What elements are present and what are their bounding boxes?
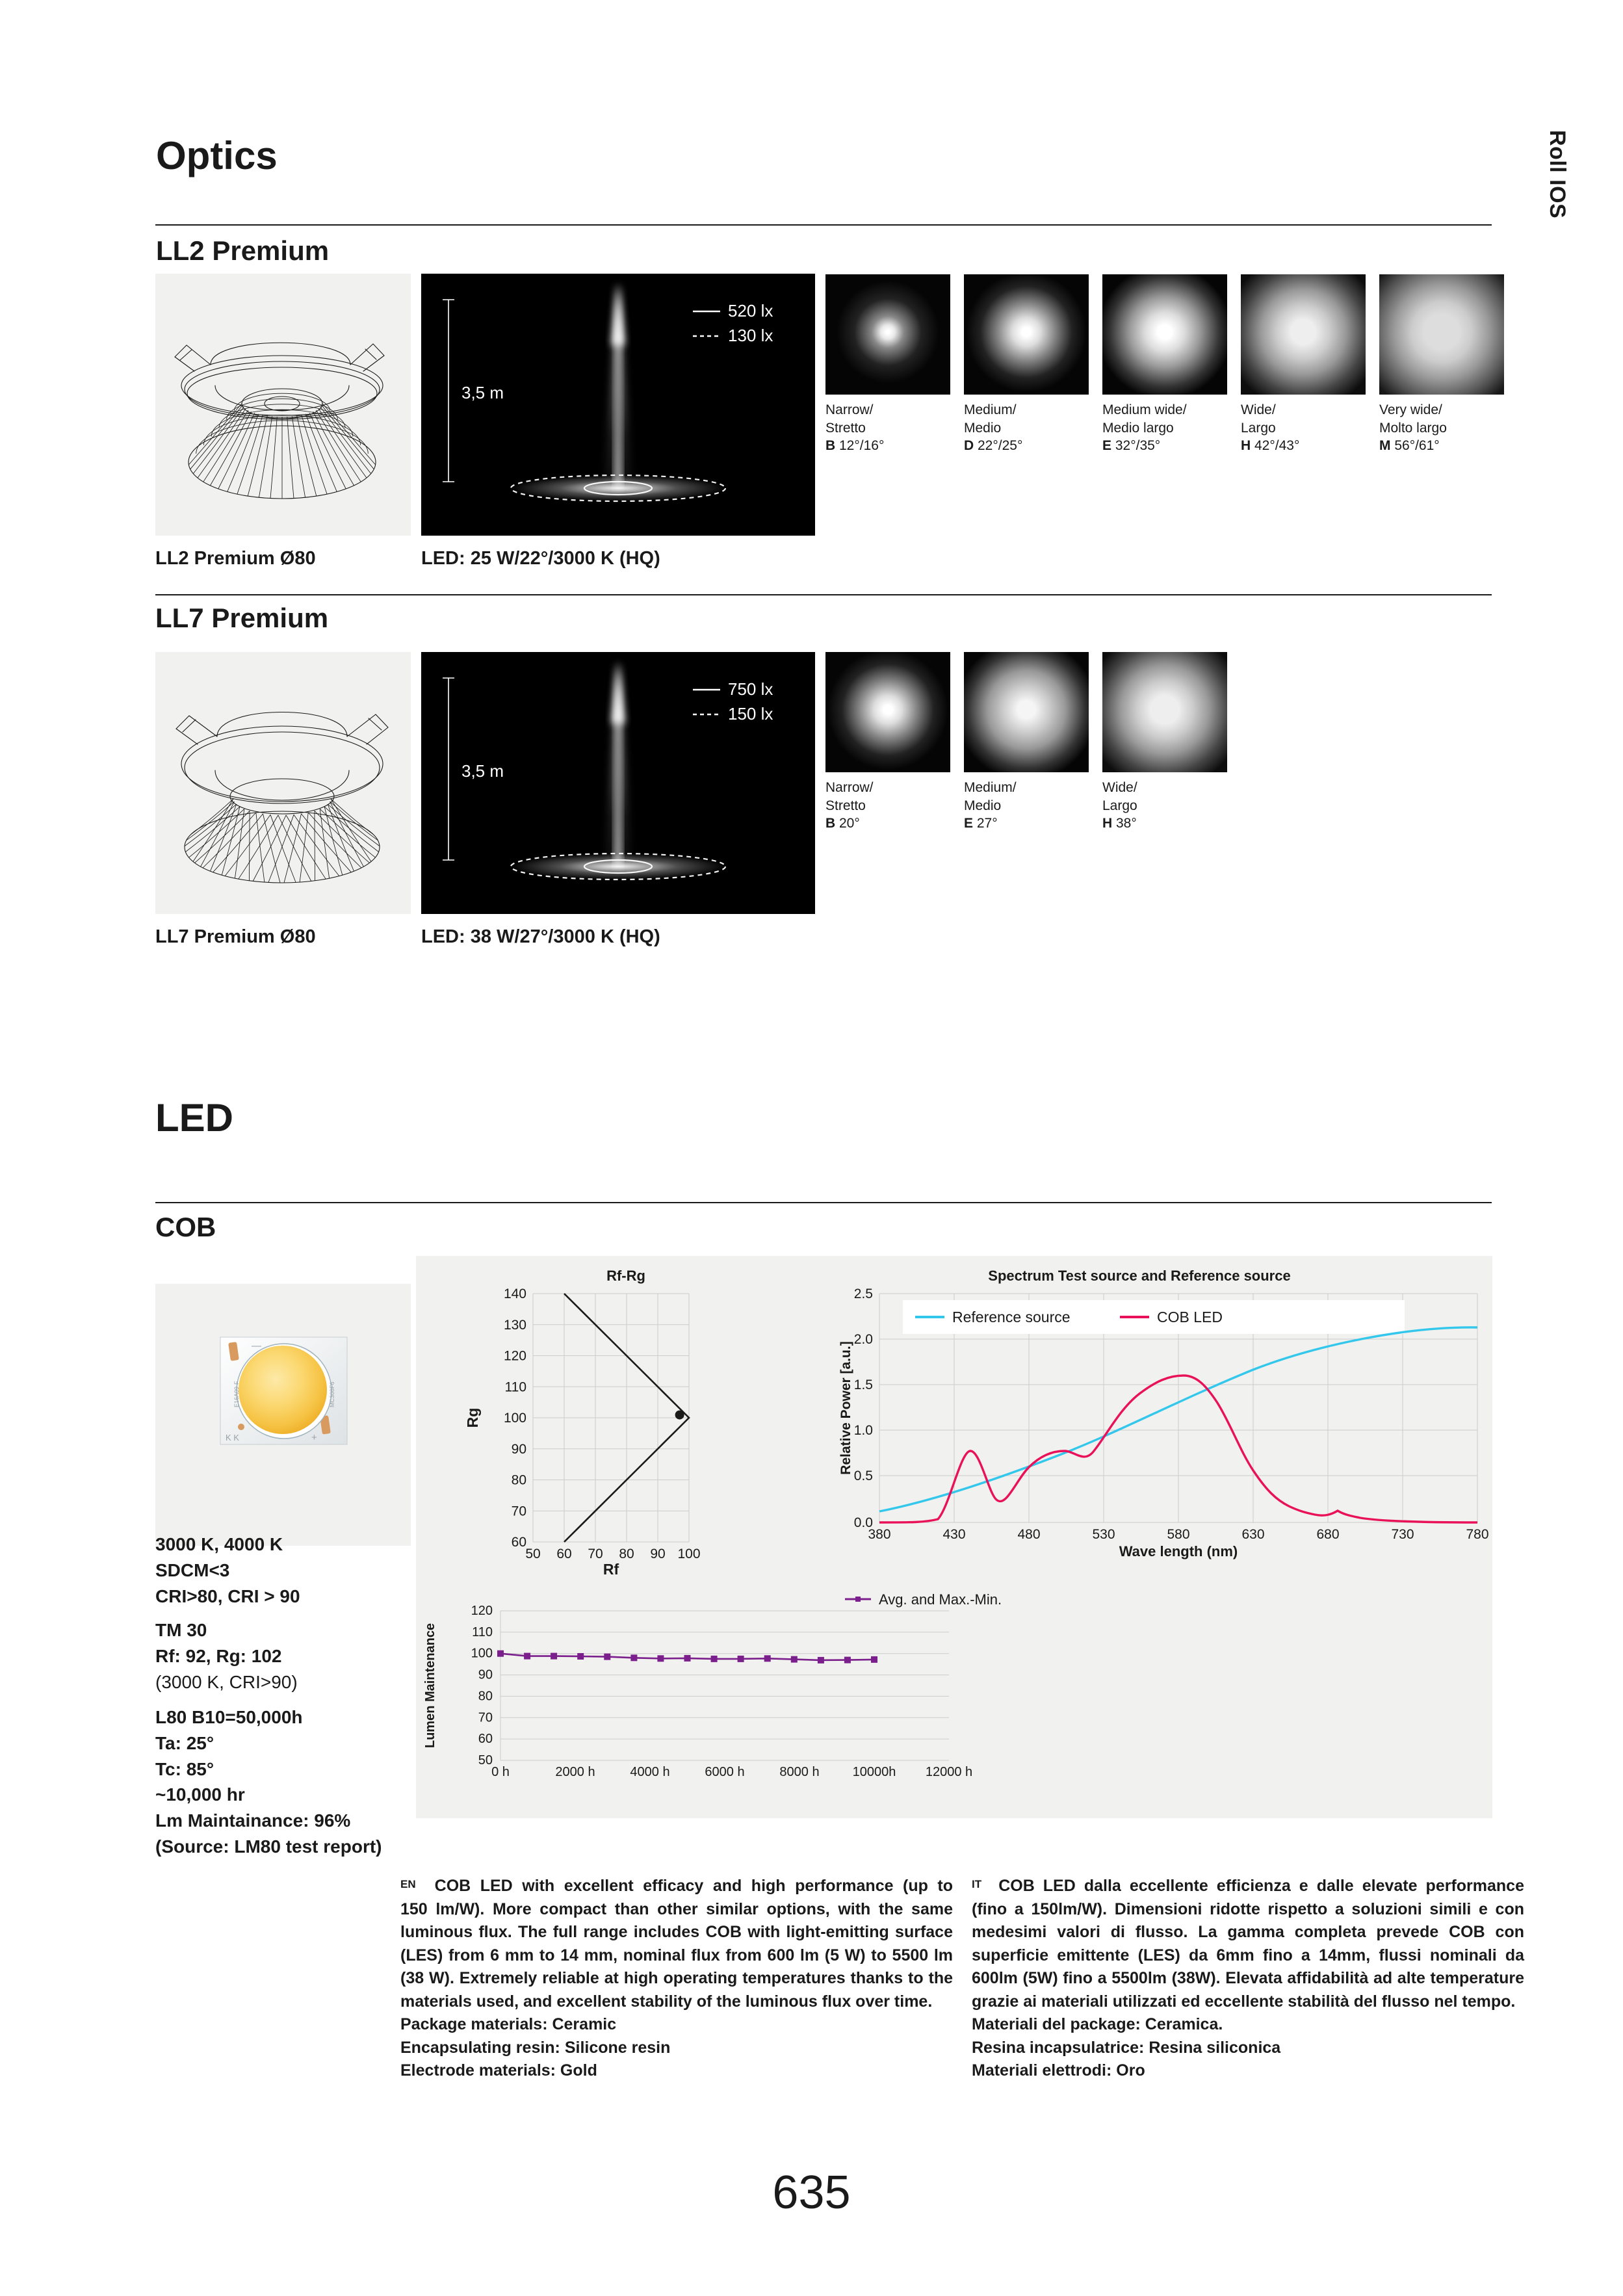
svg-text:120: 120 [471,1604,493,1618]
svg-text:70: 70 [478,1710,493,1725]
svg-text:60: 60 [556,1546,571,1561]
svg-text:100: 100 [471,1647,493,1661]
svg-text:Reference source: Reference source [952,1309,1071,1325]
svg-text:Wave length (nm): Wave length (nm) [1119,1543,1238,1559]
svg-text:430: 430 [942,1527,965,1542]
svg-text:80: 80 [512,1473,526,1488]
svg-text:Spectrum Test source and Refer: Spectrum Test source and Reference sourc… [988,1268,1290,1284]
svg-text:110: 110 [472,1625,493,1639]
svg-text:E16A09-F: E16A09-F [233,1381,240,1407]
svg-text:580: 580 [1167,1527,1189,1542]
svg-text:2.0: 2.0 [854,1332,873,1347]
svg-text:70: 70 [588,1546,603,1561]
svg-text:Rg: Rg [464,1408,481,1428]
svg-text:750 lx: 750 lx [728,679,773,699]
svg-text:MC308F6: MC308F6 [329,1381,335,1407]
svg-text:2000 h: 2000 h [555,1765,595,1779]
svg-text:380: 380 [868,1527,890,1542]
svg-text:Rf: Rf [603,1561,619,1578]
svg-text:150 lx: 150 lx [728,704,773,724]
svg-text:140: 140 [504,1286,526,1301]
svg-text:6000 h: 6000 h [705,1765,744,1779]
svg-text:1.0: 1.0 [854,1423,873,1438]
svg-text:COB LED: COB LED [1157,1309,1223,1325]
svg-text:80: 80 [478,1689,493,1703]
svg-text:120: 120 [504,1349,526,1364]
svg-text:80: 80 [619,1546,634,1561]
svg-text:Rf-Rg: Rf-Rg [606,1268,645,1284]
svg-text:90: 90 [478,1668,493,1682]
svg-text:680: 680 [1316,1527,1339,1542]
svg-text:130: 130 [504,1318,526,1333]
svg-text:50: 50 [525,1546,540,1561]
svg-text:0 h: 0 h [491,1765,510,1779]
svg-text:70: 70 [512,1504,526,1519]
svg-text:Lumen Maintenance: Lumen Maintenance [423,1623,437,1748]
svg-text:480: 480 [1017,1527,1040,1542]
svg-text:8000 h: 8000 h [779,1765,819,1779]
svg-text:4000 h: 4000 h [630,1765,669,1779]
svg-text:3,5 m: 3,5 m [461,383,504,402]
svg-text:100: 100 [677,1546,700,1561]
svg-text:90: 90 [512,1442,526,1457]
svg-text:3,5 m: 3,5 m [461,761,504,781]
svg-text:0.5: 0.5 [854,1468,873,1483]
svg-text:12000 h: 12000 h [926,1765,972,1779]
svg-text:60: 60 [478,1732,493,1746]
svg-text:100: 100 [504,1411,526,1426]
svg-text:90: 90 [650,1546,665,1561]
svg-text:780: 780 [1466,1527,1488,1542]
svg-text:1.5: 1.5 [854,1377,873,1392]
svg-text:520 lx: 520 lx [728,301,773,320]
svg-text:110: 110 [505,1379,526,1394]
svg-text:60: 60 [512,1535,526,1550]
svg-text:2.5: 2.5 [854,1286,873,1301]
svg-text:630: 630 [1241,1527,1264,1542]
svg-text:130 lx: 130 lx [728,326,773,345]
svg-text:10000h: 10000h [853,1765,896,1779]
svg-text:530: 530 [1092,1527,1115,1542]
svg-text:+: + [311,1432,317,1443]
svg-text:730: 730 [1391,1527,1414,1542]
svg-text:K K: K K [226,1433,239,1442]
svg-text:Avg. and Max.-Min.: Avg. and Max.-Min. [879,1591,1002,1608]
svg-text:50: 50 [478,1753,493,1768]
svg-text:Relative Power [a.u.]: Relative Power [a.u.] [838,1341,853,1474]
